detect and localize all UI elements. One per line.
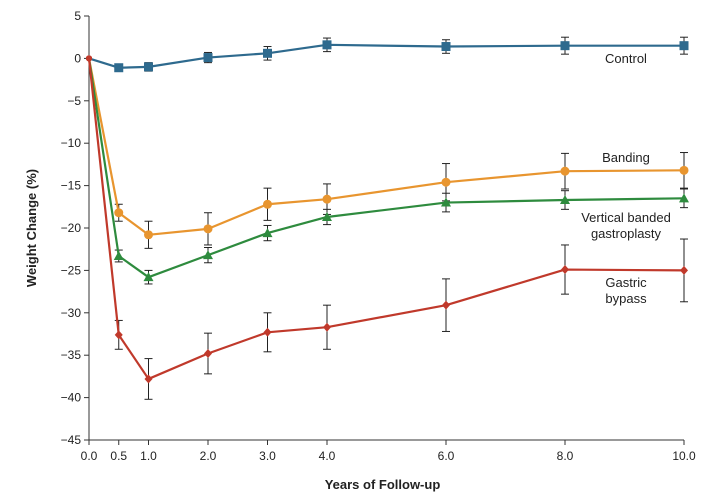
x-tick-label: 4.0 xyxy=(319,449,336,463)
series-label-vbg: gastroplasty xyxy=(591,226,662,241)
series-line xyxy=(87,58,685,236)
y-tick-label: 5 xyxy=(74,9,81,23)
data-point xyxy=(561,265,569,275)
series-label-gastric-bypass: Gastric xyxy=(605,275,647,290)
data-point xyxy=(322,211,332,221)
y-tick-label: −10 xyxy=(61,136,82,150)
x-axis-ticks: 0.0 0.5 1.0 2.0 3.0 4.0 6.0 8.0 10.0 xyxy=(81,440,696,463)
data-point xyxy=(441,177,451,187)
data-point xyxy=(114,63,124,73)
data-point xyxy=(679,193,689,203)
data-point xyxy=(143,272,154,282)
x-axis-title: Years of Follow-up xyxy=(325,477,441,492)
data-point xyxy=(679,165,689,175)
data-point xyxy=(560,41,570,51)
y-tick-label: −35 xyxy=(61,348,82,362)
data-point xyxy=(114,330,123,340)
data-point xyxy=(113,250,124,260)
series-line xyxy=(88,43,684,69)
data-point xyxy=(441,197,451,207)
y-tick-label: −45 xyxy=(61,433,82,447)
data-point xyxy=(114,208,124,218)
data-point xyxy=(680,265,688,275)
series-labels: Control Banding Vertical bandedgastroplast… xyxy=(581,51,671,306)
series-banding xyxy=(86,55,689,249)
origin-marker xyxy=(86,55,92,62)
data-point xyxy=(263,48,272,58)
x-tick-label: 10.0 xyxy=(672,449,696,463)
series-control xyxy=(86,36,689,73)
data-point xyxy=(144,374,153,384)
data-point xyxy=(322,40,332,50)
x-tick-label: 3.0 xyxy=(259,449,276,463)
data-point xyxy=(560,166,570,176)
y-tick-label: 0 xyxy=(74,51,81,65)
series-layer xyxy=(86,36,689,400)
y-axis-ticks: 5 0 −5 −10 −15 −20 −25 −30 −35 −40 −45 xyxy=(61,9,89,447)
series-label-banding: Banding xyxy=(602,150,650,165)
x-tick-label: 2.0 xyxy=(200,449,217,463)
series-line xyxy=(87,58,685,279)
x-tick-label: 0.0 xyxy=(81,449,98,463)
x-tick-label: 1.0 xyxy=(140,449,157,463)
data-point xyxy=(323,322,331,332)
series-gastric-bypass xyxy=(86,55,688,400)
data-point xyxy=(144,230,153,240)
y-tick-label: −30 xyxy=(61,306,82,320)
data-point xyxy=(560,195,570,205)
series-label-vbg: Vertical banded xyxy=(581,210,671,225)
data-point xyxy=(441,42,451,52)
data-point xyxy=(263,327,272,337)
series-label-gastric-bypass: bypass xyxy=(605,291,647,306)
data-point xyxy=(204,349,212,359)
data-point xyxy=(322,194,332,204)
data-point xyxy=(144,62,153,72)
data-point xyxy=(679,41,689,51)
data-point xyxy=(203,224,213,234)
y-tick-label: −40 xyxy=(61,391,82,405)
x-tick-label: 0.5 xyxy=(110,449,127,463)
y-tick-label: −20 xyxy=(61,221,82,235)
x-tick-label: 8.0 xyxy=(557,449,574,463)
y-tick-label: −5 xyxy=(67,94,81,108)
series-vbg xyxy=(86,55,689,285)
data-point xyxy=(203,53,213,63)
data-point xyxy=(203,250,213,260)
y-axis-title: Weight Change (%) xyxy=(24,169,39,287)
y-tick-label: −25 xyxy=(61,263,82,277)
data-point xyxy=(263,199,272,209)
series-label-control: Control xyxy=(605,51,647,66)
x-tick-label: 6.0 xyxy=(438,449,455,463)
data-point xyxy=(262,228,273,238)
data-point xyxy=(442,300,450,310)
y-tick-label: −15 xyxy=(61,179,82,193)
